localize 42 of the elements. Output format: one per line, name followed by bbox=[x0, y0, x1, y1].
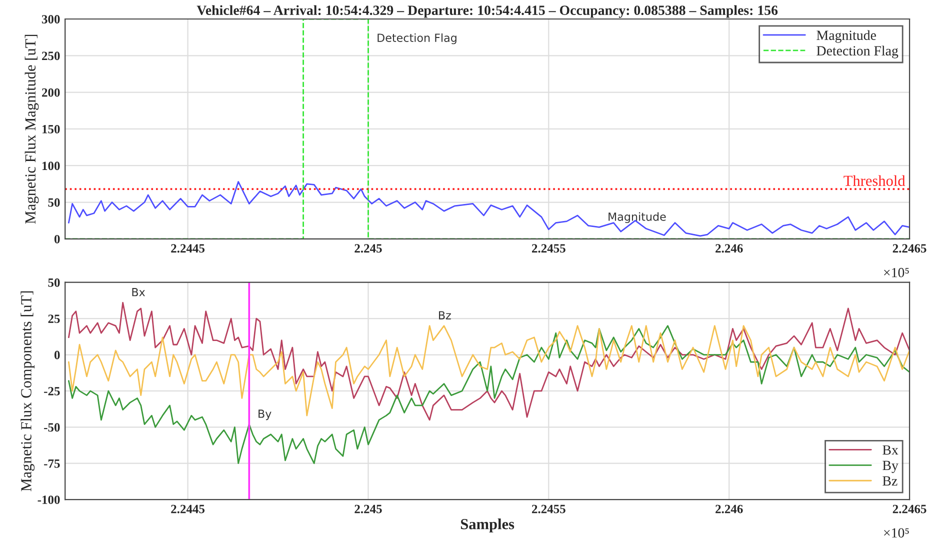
legend-label: Magnitude bbox=[816, 30, 876, 43]
y-tick-label: -50 bbox=[44, 423, 60, 432]
y-tick-label: 50 bbox=[48, 198, 60, 207]
y-tick-label: 0 bbox=[54, 234, 60, 244]
x-tick-label: 2.2445 bbox=[171, 504, 205, 514]
y-tick-label: 50 bbox=[48, 278, 60, 287]
y-tick-label: 100 bbox=[42, 162, 60, 170]
y-tick-label: -25 bbox=[44, 387, 60, 396]
y-tick-label: -75 bbox=[44, 460, 60, 468]
x-tick-label: 2.246 bbox=[716, 504, 743, 514]
legend-label: Bx bbox=[882, 445, 898, 455]
x-tick-label: 2.245 bbox=[354, 244, 382, 253]
x-tick-label: 2.246 bbox=[716, 244, 743, 253]
y-tick-label: 25 bbox=[48, 314, 60, 324]
x-tick-label: 2.2465 bbox=[892, 504, 926, 514]
y-axis-title: Magnetic Flux Magnitude [uT] bbox=[24, 34, 39, 224]
y-tick-label: 200 bbox=[42, 88, 60, 97]
annotation: By bbox=[258, 410, 272, 420]
legend-label: Bz bbox=[882, 476, 898, 486]
ref-line-label: Threshold bbox=[844, 175, 906, 186]
x-tick-label: 2.2455 bbox=[532, 244, 566, 253]
y-tick-label: 150 bbox=[42, 124, 60, 134]
annotation: Bx bbox=[132, 288, 146, 296]
line-series bbox=[68, 302, 910, 421]
x-tick-label: 2.2445 bbox=[171, 244, 205, 253]
legend-label: Detection Flag bbox=[816, 46, 898, 58]
y-tick-label: 300 bbox=[42, 15, 60, 24]
x-tick-label: 2.2455 bbox=[532, 504, 566, 514]
y-tick-label: 0 bbox=[54, 350, 60, 360]
y-tick-label: -100 bbox=[38, 496, 60, 504]
annotation: Magnitude bbox=[608, 212, 666, 224]
annotation: Bz bbox=[439, 311, 451, 320]
x-axis-title: Samples bbox=[460, 518, 514, 532]
y-axis-title: Magnetic Flux Components [uT] bbox=[20, 291, 35, 492]
y-tick-label: 250 bbox=[42, 52, 60, 60]
x-tick-label: 2.2465 bbox=[892, 244, 926, 253]
x-tick-label: 2.245 bbox=[354, 504, 382, 514]
text: ×10⁵ bbox=[884, 268, 909, 278]
chart-title: Vehicle#64 – Arrival: 10:54:4.329 – Departure: 10:54:4.415 – Occupancy: 0.085388 – Samples: 156 bbox=[196, 5, 778, 18]
legend-label: By bbox=[882, 460, 898, 473]
text: ×10⁵ bbox=[884, 528, 909, 538]
annotation: Detection Flag bbox=[378, 33, 456, 44]
